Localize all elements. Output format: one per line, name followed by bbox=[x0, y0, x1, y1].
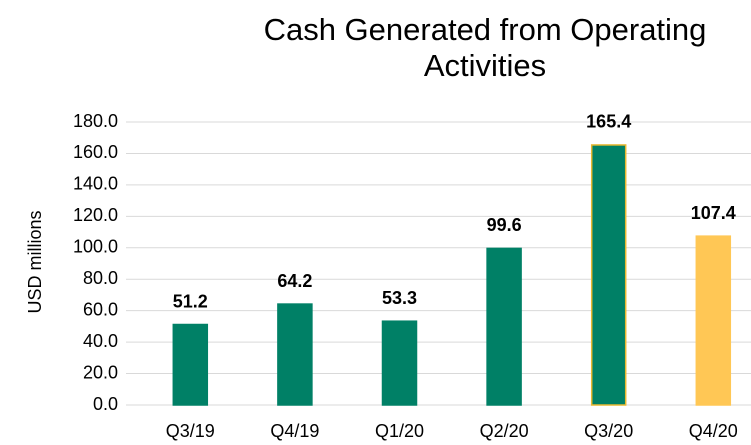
data-label: 107.4 bbox=[691, 203, 736, 223]
bar bbox=[486, 247, 522, 406]
bar bbox=[277, 303, 313, 406]
y-tick-label: 60.0 bbox=[83, 299, 118, 319]
x-tick-label: Q4/19 bbox=[270, 421, 319, 441]
y-tick-label: 180.0 bbox=[73, 111, 118, 131]
y-tick-label: 80.0 bbox=[83, 268, 118, 288]
data-label: 64.2 bbox=[277, 271, 312, 291]
x-tick-label: Q2/20 bbox=[480, 421, 529, 441]
y-tick-label: 100.0 bbox=[73, 237, 118, 257]
data-label: 53.3 bbox=[382, 288, 417, 308]
y-tick-label: 120.0 bbox=[73, 205, 118, 225]
bar bbox=[172, 323, 209, 406]
bar bbox=[381, 320, 418, 406]
x-tick-label: Q1/20 bbox=[375, 421, 424, 441]
y-axis-label: USD millions bbox=[25, 210, 45, 313]
y-tick-label: 40.0 bbox=[83, 331, 118, 351]
y-tick-label: 0.0 bbox=[93, 394, 118, 414]
bar bbox=[695, 235, 732, 406]
x-tick-label: Q4/20 bbox=[689, 421, 738, 441]
y-tick-label: 160.0 bbox=[73, 142, 118, 162]
y-tick-label: 20.0 bbox=[83, 362, 118, 382]
bar bbox=[590, 144, 627, 406]
x-tick-label: Q3/20 bbox=[584, 421, 633, 441]
data-label: 99.6 bbox=[487, 215, 522, 235]
data-label: 51.2 bbox=[173, 291, 208, 311]
y-tick-label: 140.0 bbox=[73, 174, 118, 194]
chart-title: Cash Generated from Operating Activities bbox=[263, 12, 707, 83]
data-label: 165.4 bbox=[586, 112, 631, 132]
x-tick-label: Q3/19 bbox=[166, 421, 215, 441]
